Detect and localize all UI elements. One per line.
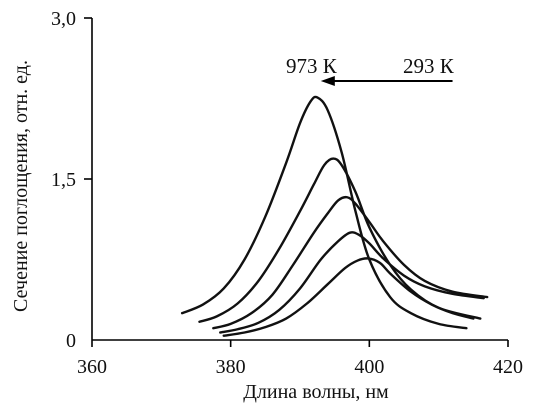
x-tick-label: 420 (493, 356, 523, 378)
y-tick-label: 3,0 (51, 8, 76, 30)
x-tick-label: 380 (216, 356, 246, 378)
annotation-label-973k: 973 К (286, 54, 338, 78)
x-axis-title: Длина волны, нм (243, 381, 389, 403)
series-line-3 (212, 195, 489, 330)
axes (84, 17, 509, 347)
y-axis-title: Сечение поглощения, отн. ед. (10, 60, 32, 312)
y-tick-label: 1,5 (51, 169, 76, 191)
tick-labels: 0 1,5 3,0 360 380 400 420 (51, 8, 523, 378)
series-line-2 (198, 157, 482, 323)
series-line-5 (222, 257, 475, 337)
temperature-annotation: 973 К 293 К (286, 54, 455, 86)
x-tick-label: 400 (354, 356, 384, 378)
annotation-arrowhead (320, 76, 335, 86)
annotation-label-293k: 293 К (403, 54, 455, 78)
x-tick-label: 360 (77, 356, 107, 378)
series-curves (180, 95, 489, 337)
y-tick-label: 0 (66, 330, 76, 352)
series-line-1 (180, 95, 468, 330)
series-line-4 (219, 231, 485, 334)
